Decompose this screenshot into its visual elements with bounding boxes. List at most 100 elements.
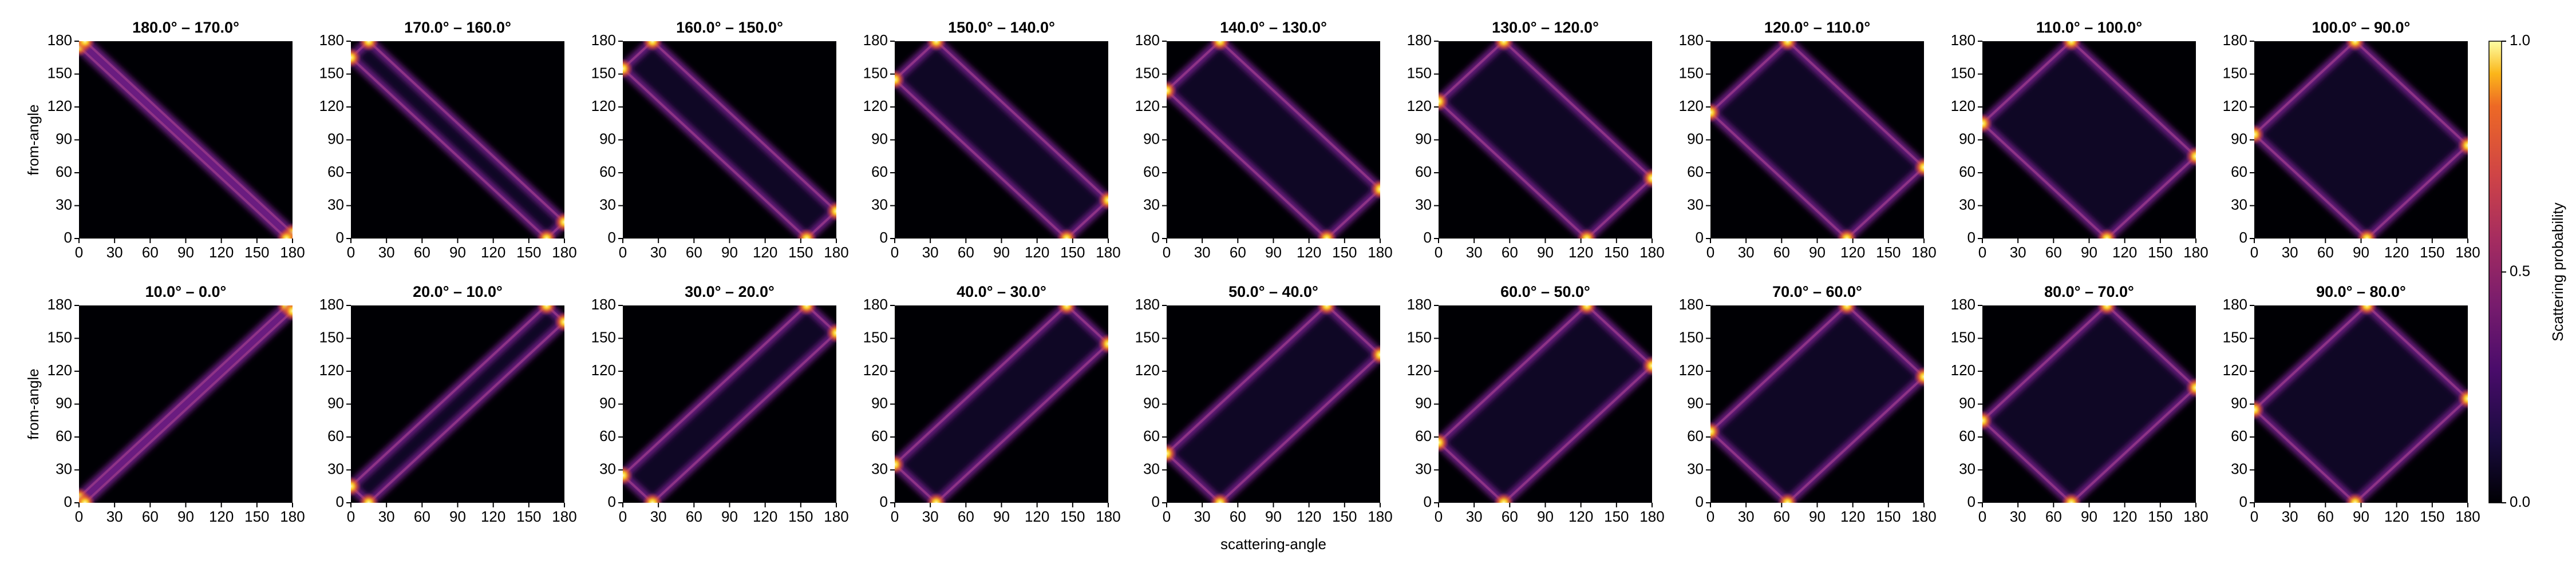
heatmap-peak [623, 465, 633, 486]
x-tick-label: 120 [753, 244, 777, 261]
panel-title: 160.0° – 150.0° [676, 19, 783, 36]
y-tick-label: 150 [591, 64, 616, 81]
panel-title: 90.0° – 80.0° [2316, 283, 2406, 300]
heatmap-edge [623, 305, 836, 503]
y-tick-label: 120 [319, 362, 344, 379]
panel: 130.0° – 120.0° 0 30 60 90 120 150 180 0 30 60 90 12… [1407, 19, 1665, 261]
x-tick-label: 120 [481, 508, 505, 525]
panel: 40.0° – 30.0° 0 30 60 90 120 150 180 0 30 60 90 120 1… [863, 283, 1121, 525]
x-tick-label: 30 [106, 244, 123, 261]
y-tick-label: 180 [1135, 296, 1160, 313]
panel: 140.0° – 130.0° 0 30 60 90 120 150 180 0 30 60 90 12… [1135, 19, 1393, 261]
heatmap-peak [282, 305, 293, 321]
x-tick-label: 150 [788, 244, 813, 261]
heatmap-peak [2345, 41, 2366, 51]
x-tick-label: 180 [1096, 508, 1120, 525]
heatmap-peak [2061, 492, 2082, 503]
heatmap [1710, 305, 1924, 503]
y-tick-label: 60 [1959, 163, 1976, 180]
heatmap [1439, 41, 1652, 239]
panel: 150.0° – 140.0° 0 30 60 90 120 150 180 0 30 60 90 12… [863, 19, 1121, 261]
heatmap-peak [642, 492, 663, 503]
x-tick-label: 60 [2317, 508, 2334, 525]
panel: 100.0° – 90.0° 0 30 60 90 120 150 180 0 30 60 90 120… [2223, 19, 2480, 261]
panel: 10.0° – 0.0° 0 30 60 90 120 150 180 0 30 60 90 120 15… [25, 283, 305, 525]
x-tick-label: 0 [347, 508, 355, 525]
x-tick-label: 120 [1297, 508, 1321, 525]
heatmap [895, 305, 1108, 503]
y-tick-label: 120 [591, 97, 616, 114]
x-tick-label: 0 [75, 244, 83, 261]
x-tick-label: 150 [2148, 508, 2172, 525]
x-tick-label: 90 [1537, 508, 1554, 525]
panel-title: 170.0° – 160.0° [404, 19, 511, 36]
heatmap-peak [1914, 366, 1924, 387]
y-tick-label: 0 [336, 229, 344, 246]
heatmap-edge [1982, 41, 2196, 239]
y-tick-label: 90 [599, 394, 616, 411]
y-tick-label: 120 [863, 97, 888, 114]
y-tick-label: 30 [1415, 460, 1432, 477]
panel-title: 180.0° – 170.0° [132, 19, 239, 36]
y-tick-label: 150 [863, 328, 888, 345]
x-tick-label: 60 [2317, 244, 2334, 261]
y-tick-label: 180 [48, 31, 72, 49]
heatmap-peak [358, 41, 380, 51]
x-tick-label: 0 [347, 244, 355, 261]
x-tick-label: 90 [993, 244, 1010, 261]
x-tick-label: 150 [1876, 244, 1901, 261]
heatmap-interior [1167, 305, 1380, 503]
heatmap-peak [2186, 146, 2196, 167]
x-tick-label: 120 [753, 508, 777, 525]
panel-title: 70.0° – 60.0° [1772, 283, 1862, 300]
heatmap-peak [1167, 80, 1177, 101]
panel: 170.0° – 160.0° 0 30 60 90 120 150 180 0 30 60 90 12… [319, 19, 577, 261]
x-tick-label: 180 [2183, 244, 2208, 261]
heatmap-peak [1210, 41, 1231, 51]
heatmap-peak [1982, 410, 1993, 431]
x-tick-label: 60 [958, 508, 974, 525]
x-tick-label: 0 [1163, 508, 1171, 525]
x-tick-label: 0 [1435, 244, 1443, 261]
x-tick-label: 120 [2384, 508, 2409, 525]
y-tick-label: 60 [56, 163, 72, 180]
x-tick-label: 90 [1265, 244, 1282, 261]
x-tick-label: 90 [449, 244, 466, 261]
y-tick-label: 120 [48, 362, 72, 379]
heatmap [2254, 41, 2468, 239]
heatmap-interior [1982, 41, 2196, 239]
heatmap-edge [1982, 305, 2196, 503]
y-tick-label: 90 [871, 394, 888, 411]
heatmap-peak [1982, 113, 1993, 134]
panel-title: 130.0° – 120.0° [1492, 19, 1599, 36]
panel: 90.0° – 80.0° 0 30 60 90 120 150 180 0 30 60 90 120 1… [2223, 283, 2480, 525]
y-axis-label: from-angle [25, 104, 42, 175]
y-tick-label: 90 [56, 394, 72, 411]
x-tick-label: 60 [958, 244, 974, 261]
x-tick-label: 90 [1537, 244, 1554, 261]
x-tick-label: 180 [1911, 244, 1936, 261]
x-tick-label: 30 [650, 508, 667, 525]
x-tick-label: 90 [2353, 244, 2369, 261]
y-tick-label: 180 [1679, 296, 1704, 313]
heatmap-peak [1056, 305, 1077, 316]
heatmap-interior [895, 305, 1108, 503]
x-tick-label: 90 [2081, 508, 2097, 525]
y-tick-label: 30 [1143, 460, 1160, 477]
panel: 110.0° – 100.0° 0 30 60 90 120 150 180 0 30 60 90 12… [1951, 19, 2208, 261]
heatmap-peak [1439, 432, 1449, 453]
heatmap-peak [1098, 333, 1108, 355]
heatmap-peak [536, 305, 557, 316]
x-tick-label: 0 [1435, 508, 1443, 525]
heatmap-peak [895, 454, 905, 475]
y-tick-label: 30 [2231, 196, 2247, 213]
x-tick-label: 30 [378, 508, 395, 525]
heatmap-edge [895, 41, 1108, 239]
panel-title: 30.0° – 20.0° [685, 283, 775, 300]
x-tick-label: 60 [414, 244, 430, 261]
y-tick-label: 90 [1143, 394, 1160, 411]
y-tick-label: 180 [1951, 296, 1976, 313]
x-tick-label: 90 [449, 508, 466, 525]
heatmap-interior [1439, 41, 1652, 239]
x-tick-label: 150 [2420, 244, 2444, 261]
